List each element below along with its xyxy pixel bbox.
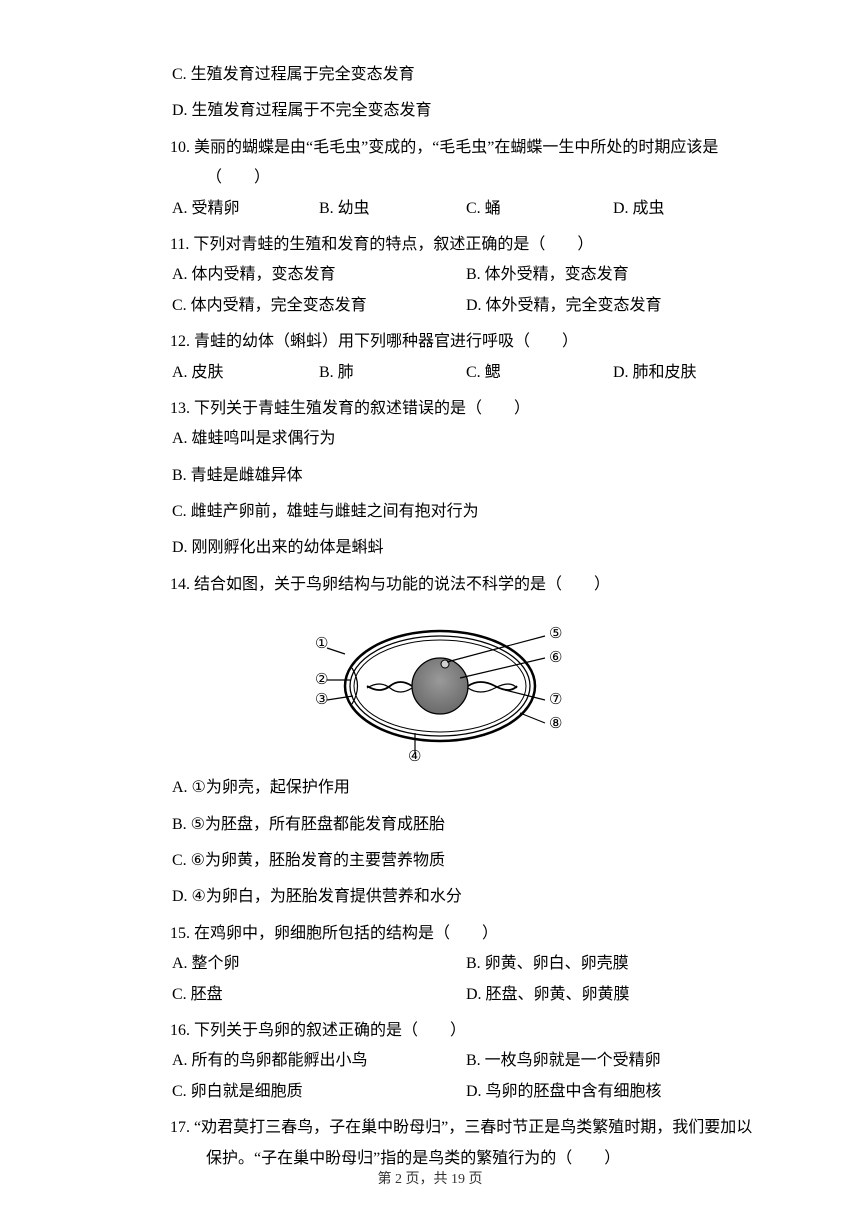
egg-diagram: ① ② ③ ④ ⑤ ⑥ ⑦ ⑧ — [295, 608, 575, 763]
q12-option-b: B. 肺 — [319, 358, 466, 388]
q14-option-a: A. ①为卵壳，起保护作用 — [110, 773, 760, 803]
q11-option-c: C. 体内受精，完全变态发育 — [172, 291, 466, 321]
q16-option-d: D. 鸟卵的胚盘中含有细胞核 — [466, 1077, 760, 1107]
q16-stem: 16. 下列关于鸟卵的叙述正确的是（ ） — [110, 1016, 760, 1046]
q12-stem: 12. 青蛙的幼体（蝌蚪）用下列哪种器官进行呼吸（ ） — [110, 327, 760, 357]
q15-option-d: D. 胚盘、卵黄、卵黄膜 — [466, 980, 760, 1010]
q11-option-b: B. 体外受精，变态发育 — [466, 260, 760, 290]
q13-option-b: B. 青蛙是雌雄异体 — [110, 461, 760, 491]
q11-option-d: D. 体外受精，完全变态发育 — [466, 291, 760, 321]
prev-option-d: D. 生殖发育过程属于不完全变态发育 — [110, 96, 760, 126]
q14-option-c: C. ⑥为卵黄，胚胎发育的主要营养物质 — [110, 846, 760, 876]
page-footer: 第 2 页，共 19 页 — [0, 1167, 860, 1194]
egg-label-5: ⑤ — [549, 626, 562, 642]
q10-option-d: D. 成虫 — [613, 194, 760, 224]
q10-option-a: A. 受精卵 — [172, 194, 319, 224]
q15-option-a: A. 整个卵 — [172, 949, 466, 979]
egg-label-4: ④ — [408, 749, 421, 763]
q16-option-b: B. 一枚鸟卵就是一个受精卵 — [466, 1046, 760, 1076]
egg-label-8: ⑧ — [549, 716, 562, 732]
egg-label-1: ① — [315, 636, 328, 652]
q17-stem: 17. “劝君莫打三春鸟，子在巢中盼母归”，三春时节正是鸟类繁殖时期，我们要加以… — [110, 1113, 760, 1174]
q12-option-a: A. 皮肤 — [172, 358, 319, 388]
q16-option-a: A. 所有的鸟卵都能孵出小鸟 — [172, 1046, 466, 1076]
q13-option-c: C. 雌蛙产卵前，雄蛙与雌蛙之间有抱对行为 — [110, 497, 760, 527]
q15-option-b: B. 卵黄、卵白、卵壳膜 — [466, 949, 760, 979]
q14-option-b: B. ⑤为胚盘，所有胚盘都能发育成胚胎 — [110, 810, 760, 840]
egg-label-2: ② — [315, 672, 328, 688]
q11-option-a: A. 体内受精，变态发育 — [172, 260, 466, 290]
egg-label-7: ⑦ — [549, 692, 562, 708]
q16-option-c: C. 卵白就是细胞质 — [172, 1077, 466, 1107]
q15-stem: 15. 在鸡卵中，卵细胞所包括的结构是（ ） — [110, 919, 760, 949]
q15-option-c: C. 胚盘 — [172, 980, 466, 1010]
q11-stem: 11. 下列对青蛙的生殖和发育的特点，叙述正确的是（ ） — [110, 230, 760, 260]
q14-option-d: D. ④为卵白，为胚胎发育提供营养和水分 — [110, 882, 760, 912]
q13-stem: 13. 下列关于青蛙生殖发育的叙述错误的是（ ） — [110, 394, 760, 424]
q12-option-d: D. 肺和皮肤 — [613, 358, 760, 388]
egg-label-3: ③ — [315, 692, 328, 708]
q10-stem: 10. 美丽的蝴蝶是由“毛毛虫”变成的，“毛毛虫”在蝴蝶一生中所处的时期应该是（… — [110, 133, 760, 194]
q10-option-b: B. 幼虫 — [319, 194, 466, 224]
q12-option-c: C. 鳃 — [466, 358, 613, 388]
q13-option-a: A. 雄蛙鸣叫是求偶行为 — [110, 424, 760, 454]
q14-stem: 14. 结合如图，关于鸟卵结构与功能的说法不科学的是（ ） — [110, 570, 760, 600]
egg-label-6: ⑥ — [549, 650, 562, 666]
q13-option-d: D. 刚刚孵化出来的幼体是蝌蚪 — [110, 533, 760, 563]
q10-option-c: C. 蛹 — [466, 194, 613, 224]
prev-option-c: C. 生殖发育过程属于完全变态发育 — [110, 60, 760, 90]
